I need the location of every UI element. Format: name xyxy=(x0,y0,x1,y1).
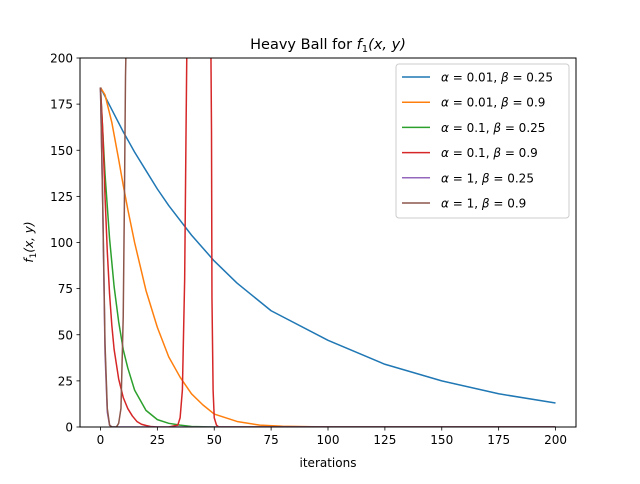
y-tick-label: 175 xyxy=(50,98,73,112)
y-tick-label: 0 xyxy=(65,421,73,435)
x-tick-label: 0 xyxy=(97,433,105,447)
y-axis-label: f1(x, y) xyxy=(22,221,39,262)
legend-label: α = 0.01, β = 0.25 xyxy=(441,71,553,85)
y-tick-label: 125 xyxy=(50,190,73,204)
legend-label: α = 1, β = 0.9 xyxy=(441,197,526,211)
legend-label: α = 0.01, β = 0.9 xyxy=(441,96,545,110)
y-tick-label: 200 xyxy=(50,52,73,66)
y-tick-label: 150 xyxy=(50,144,73,158)
chart-title: Heavy Ball for f1(x, y) xyxy=(250,37,406,55)
x-tick-label: 50 xyxy=(207,433,222,447)
series-line-6 xyxy=(99,58,127,427)
x-tick-label: 75 xyxy=(263,433,278,447)
series-layer xyxy=(99,58,556,427)
legend: α = 0.01, β = 0.25 α = 0.01, β = 0.9 α = 0… xyxy=(395,63,570,219)
legend-label: α = 0.1, β = 0.25 xyxy=(441,121,545,135)
y-tick-label: 25 xyxy=(58,374,73,388)
x-tick-label: 25 xyxy=(150,433,165,447)
legend-label: α = 0.1, β = 0.9 xyxy=(441,146,538,160)
x-tick-label: 150 xyxy=(430,433,453,447)
x-tick-label: 100 xyxy=(317,433,340,447)
x-tick-label: 175 xyxy=(487,433,510,447)
y-axis: 0 25 50 75 100 125 150 175 200 xyxy=(50,52,80,435)
series-line-2 xyxy=(99,87,556,427)
legend-label: α = 1, β = 0.25 xyxy=(441,171,534,185)
y-tick-label: 75 xyxy=(58,282,73,296)
x-tick-label: 125 xyxy=(373,433,396,447)
x-axis-label: iterations xyxy=(300,456,357,470)
x-tick-label: 200 xyxy=(544,433,567,447)
series-line-1 xyxy=(99,87,556,404)
series-line-4 xyxy=(99,58,556,427)
legend-frame xyxy=(395,63,570,219)
y-tick-label: 50 xyxy=(58,328,73,342)
y-tick-label: 100 xyxy=(50,236,73,250)
x-axis: 0 25 50 75 100 125 150 175 200 xyxy=(97,427,567,447)
